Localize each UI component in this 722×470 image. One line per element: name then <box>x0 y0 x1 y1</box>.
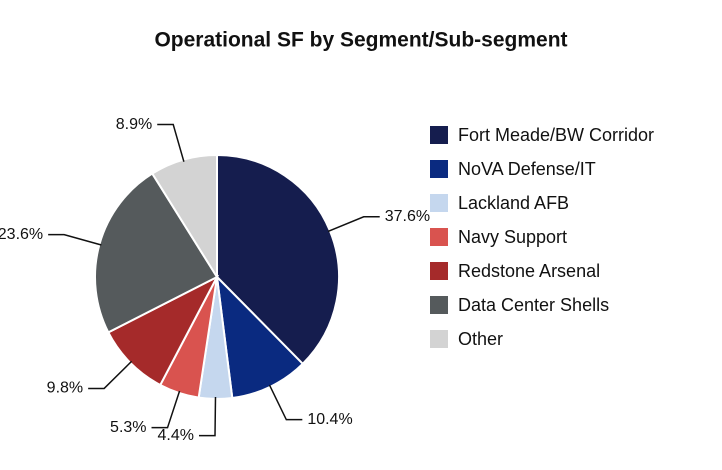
legend-swatch <box>430 330 448 348</box>
leader-line <box>151 390 181 429</box>
data-label: 23.6% <box>0 226 43 243</box>
data-label: 37.6% <box>385 208 430 225</box>
legend-label: Data Center Shells <box>458 295 609 315</box>
data-label: 8.9% <box>116 116 152 133</box>
leader-line <box>48 233 102 246</box>
data-label: 4.4% <box>158 427 194 444</box>
leader-line <box>199 396 217 437</box>
leader-line <box>157 123 185 162</box>
leader-line <box>327 216 380 233</box>
legend-swatch <box>430 194 448 212</box>
legend-label: Navy Support <box>458 227 567 247</box>
leader-line <box>88 360 133 390</box>
data-label: 10.4% <box>307 411 352 428</box>
legend-swatch <box>430 262 448 280</box>
leader-line <box>268 384 303 421</box>
chart-title: Operational SF by Segment/Sub-segment <box>154 29 567 52</box>
legend-label: Redstone Arsenal <box>458 261 600 281</box>
legend-swatch <box>430 228 448 246</box>
legend-swatch <box>430 160 448 178</box>
legend-label: Lackland AFB <box>458 193 569 213</box>
data-label: 9.8% <box>47 380 83 397</box>
legend-label: Fort Meade/BW Corridor <box>458 125 654 145</box>
legend-label: Other <box>458 329 503 349</box>
data-label: 5.3% <box>110 419 146 436</box>
legend-swatch <box>430 296 448 314</box>
legend-swatch <box>430 126 448 144</box>
legend-label: NoVA Defense/IT <box>458 159 596 179</box>
